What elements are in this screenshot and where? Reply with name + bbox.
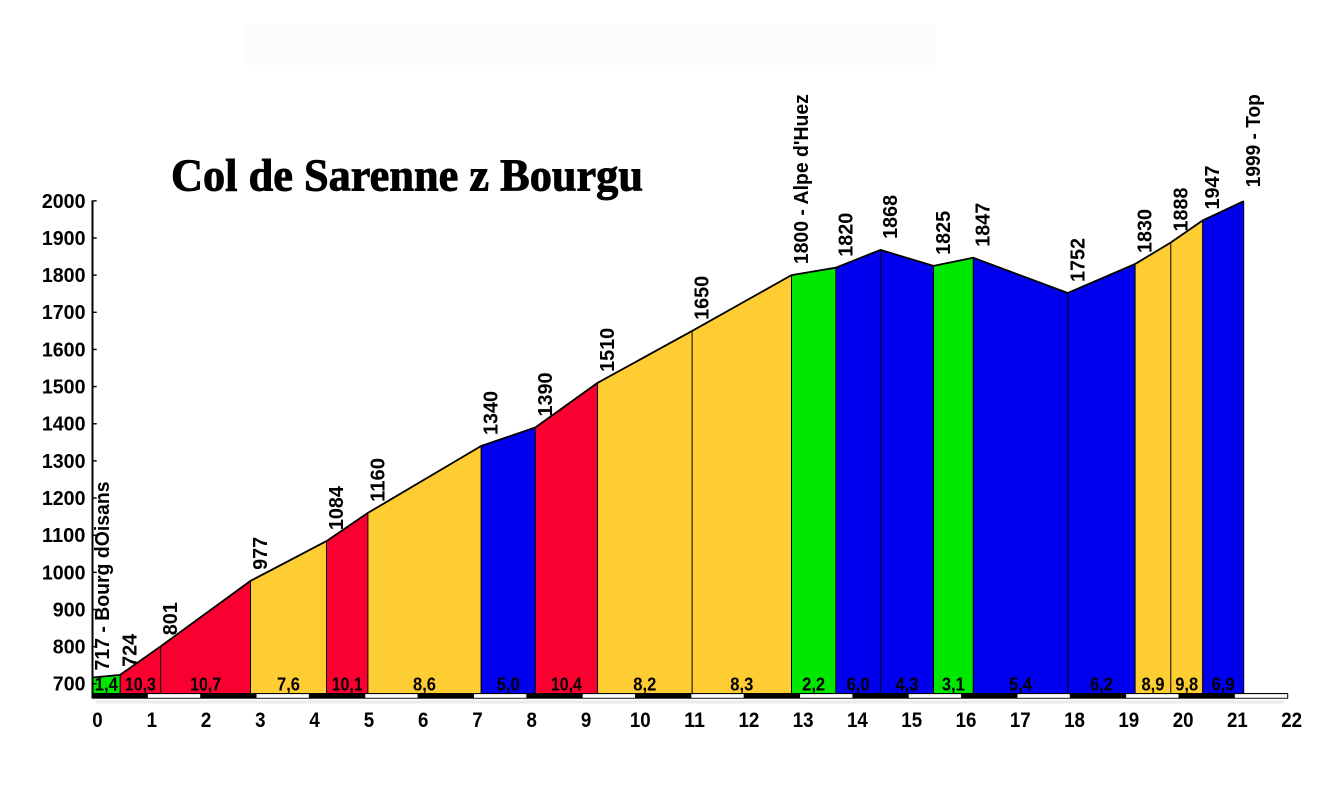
svg-text:1390: 1390 [535, 372, 557, 416]
svg-text:1160: 1160 [367, 458, 389, 502]
svg-text:1900: 1900 [42, 228, 86, 250]
svg-text:15: 15 [901, 709, 922, 732]
svg-text:1650: 1650 [692, 276, 714, 320]
svg-text:4,3: 4,3 [895, 675, 918, 695]
svg-text:1,4: 1,4 [95, 675, 118, 695]
svg-text:1200: 1200 [42, 488, 86, 510]
svg-text:7,6: 7,6 [277, 675, 300, 695]
svg-text:6,2: 6,2 [1090, 675, 1113, 695]
svg-text:13: 13 [793, 709, 814, 732]
svg-text:5: 5 [364, 709, 375, 732]
svg-text:3,1: 3,1 [942, 675, 965, 695]
svg-text:2000: 2000 [42, 191, 86, 213]
svg-text:0: 0 [92, 709, 102, 732]
svg-text:1510: 1510 [597, 328, 619, 372]
svg-text:1600: 1600 [42, 339, 86, 361]
svg-text:1400: 1400 [42, 414, 86, 436]
svg-text:9,8: 9,8 [1175, 675, 1198, 695]
svg-text:10,1: 10,1 [332, 675, 363, 695]
svg-text:1868: 1868 [880, 195, 902, 239]
svg-text:724: 724 [120, 633, 142, 667]
svg-text:8,2: 8,2 [633, 675, 656, 695]
svg-text:1800: 1800 [42, 265, 86, 287]
svg-text:8: 8 [527, 709, 538, 732]
svg-text:8,6: 8,6 [413, 675, 436, 695]
svg-text:1752: 1752 [1067, 238, 1089, 282]
svg-text:1820: 1820 [835, 213, 857, 257]
svg-text:1500: 1500 [42, 377, 86, 399]
svg-text:7: 7 [472, 709, 482, 732]
svg-text:8,3: 8,3 [730, 675, 753, 695]
svg-text:2: 2 [201, 709, 211, 732]
svg-text:1830: 1830 [1135, 209, 1157, 253]
svg-text:1999 - Top: 1999 - Top [1243, 94, 1265, 187]
svg-text:5,4: 5,4 [1009, 675, 1032, 695]
svg-text:10,7: 10,7 [190, 675, 221, 695]
svg-text:10: 10 [630, 709, 651, 732]
svg-text:1300: 1300 [42, 451, 86, 473]
svg-text:5,0: 5,0 [497, 675, 520, 695]
svg-text:9: 9 [581, 709, 591, 732]
svg-text:21: 21 [1227, 709, 1248, 732]
svg-text:900: 900 [53, 599, 86, 621]
svg-text:17: 17 [1010, 709, 1031, 732]
svg-text:22: 22 [1281, 709, 1302, 732]
svg-text:Col de Sarenne z Bourgu: Col de Sarenne z Bourgu [171, 151, 643, 201]
svg-text:4: 4 [309, 709, 320, 732]
svg-text:1947: 1947 [1202, 166, 1224, 210]
svg-text:3: 3 [255, 709, 265, 732]
svg-text:1825: 1825 [933, 211, 955, 255]
svg-text:1340: 1340 [481, 391, 503, 435]
svg-text:11: 11 [684, 709, 705, 732]
svg-text:1800 - Alpe d'Huez: 1800 - Alpe d'Huez [791, 94, 813, 264]
svg-text:18: 18 [1064, 709, 1085, 732]
svg-text:19: 19 [1118, 709, 1139, 732]
svg-text:1000: 1000 [42, 562, 86, 584]
svg-text:1847: 1847 [973, 203, 995, 247]
svg-text:717 - Bourg dOisans: 717 - Bourg dOisans [92, 481, 114, 670]
svg-text:14: 14 [847, 709, 868, 732]
svg-text:16: 16 [956, 709, 977, 732]
svg-text:6,9: 6,9 [1212, 675, 1235, 695]
svg-text:977: 977 [250, 537, 272, 570]
svg-text:8,9: 8,9 [1141, 675, 1164, 695]
svg-text:10,4: 10,4 [551, 675, 582, 695]
svg-text:10,3: 10,3 [125, 675, 156, 695]
svg-text:6: 6 [418, 709, 428, 732]
svg-text:2,2: 2,2 [802, 675, 825, 695]
svg-text:20: 20 [1173, 709, 1194, 732]
svg-text:1888: 1888 [1170, 187, 1192, 231]
svg-text:6,0: 6,0 [847, 675, 870, 695]
svg-text:1700: 1700 [42, 302, 86, 324]
svg-text:12: 12 [738, 709, 759, 732]
svg-text:1: 1 [147, 709, 158, 732]
svg-text:700: 700 [53, 674, 86, 696]
svg-text:1100: 1100 [42, 525, 86, 547]
svg-text:801: 801 [160, 602, 182, 635]
svg-text:800: 800 [53, 637, 86, 659]
svg-text:1084: 1084 [326, 485, 348, 530]
